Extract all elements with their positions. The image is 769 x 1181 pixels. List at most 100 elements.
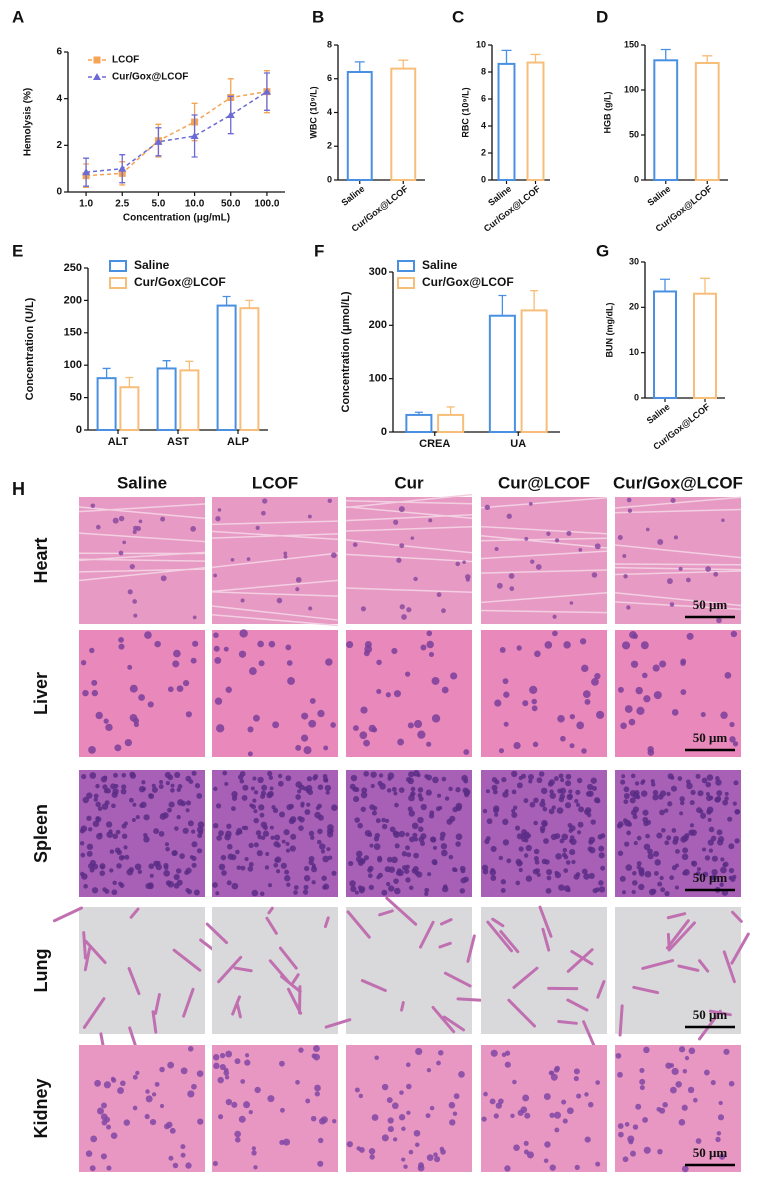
tissue-texture xyxy=(110,783,117,790)
tissue-texture xyxy=(626,605,631,610)
tissue-texture xyxy=(363,855,370,861)
error-bar xyxy=(700,277,710,294)
tissue-texture xyxy=(524,536,529,541)
tissue-texture xyxy=(215,724,225,733)
tissue-texture xyxy=(105,821,113,828)
tissue-texture xyxy=(721,518,725,522)
tissue-texture xyxy=(314,811,321,819)
tissue-texture xyxy=(574,1164,580,1170)
tissue-texture xyxy=(80,660,87,666)
tissue-texture xyxy=(728,1080,735,1087)
tissue-texture xyxy=(95,816,101,821)
tissue-texture xyxy=(671,1067,679,1076)
tissue-texture xyxy=(354,786,360,793)
tissue-texture xyxy=(640,780,645,785)
tissue-image xyxy=(481,1045,607,1172)
tissue-texture xyxy=(127,589,133,595)
tissue-texture xyxy=(86,792,93,799)
tissue-texture xyxy=(681,853,689,861)
tissue-texture xyxy=(272,721,280,729)
tissue-texture xyxy=(481,1116,487,1122)
tissue-texture xyxy=(501,776,507,783)
tissue-texture xyxy=(584,1136,591,1143)
tissue-texture xyxy=(706,806,714,814)
tissue-texture xyxy=(529,801,536,808)
bar xyxy=(497,62,516,181)
tissue-texture xyxy=(159,780,164,784)
tissue-texture xyxy=(165,846,170,852)
tissue-texture xyxy=(455,787,461,793)
tissue-texture xyxy=(193,889,200,896)
tissue-texture xyxy=(566,888,571,893)
tissue-texture xyxy=(295,794,302,800)
bar xyxy=(520,309,548,433)
tissue-texture xyxy=(556,807,564,814)
scale-bar-label: 50 μm xyxy=(693,870,728,885)
tissue-texture xyxy=(180,1152,186,1158)
tissue-texture xyxy=(408,885,414,891)
tissue-texture xyxy=(446,818,453,825)
tissue-texture xyxy=(175,868,182,874)
tissue-texture xyxy=(350,774,358,782)
tissue-texture xyxy=(586,783,594,791)
tissue-texture xyxy=(623,799,629,805)
x-axis-label: Concentration (μg/mL) xyxy=(123,213,230,224)
tissue-texture xyxy=(730,876,736,882)
y-tick-label: 0 xyxy=(381,426,387,438)
tissue-texture xyxy=(167,880,175,888)
tissue-texture xyxy=(566,530,572,536)
tissue-texture xyxy=(549,789,554,794)
tissue-texture xyxy=(621,774,626,779)
tissue-texture xyxy=(652,664,660,672)
tissue-texture xyxy=(670,785,678,792)
tissue-texture xyxy=(398,787,405,793)
tissue-texture xyxy=(641,790,648,797)
tissue-texture xyxy=(690,789,696,796)
tissue-texture xyxy=(634,781,640,786)
tissue-texture xyxy=(669,875,675,881)
tissue-texture xyxy=(215,516,221,522)
tissue-texture xyxy=(598,886,606,893)
tissue-texture xyxy=(504,1061,511,1068)
tissue-texture xyxy=(511,808,516,813)
tissue-texture xyxy=(523,853,529,858)
legend-label: Cur/Gox@LCOF xyxy=(112,72,188,83)
tissue-texture xyxy=(160,575,167,582)
tissue-texture xyxy=(308,830,315,837)
tissue-texture xyxy=(614,496,742,610)
tissue-texture xyxy=(462,787,469,794)
error-bar xyxy=(398,59,409,69)
tissue-texture xyxy=(94,1079,101,1087)
tissue-texture xyxy=(369,1154,375,1160)
tissue-texture xyxy=(500,887,506,893)
tissue-texture xyxy=(705,791,710,797)
tissue-texture xyxy=(724,796,729,801)
tissue-texture xyxy=(481,864,489,871)
tissue-texture xyxy=(682,847,689,854)
tissue-texture xyxy=(240,1079,246,1084)
tissue-texture xyxy=(176,685,184,693)
tissue-texture xyxy=(378,773,384,778)
tissue-texture xyxy=(424,774,429,779)
tissue-texture xyxy=(510,1113,515,1119)
tissue-texture xyxy=(323,745,329,751)
row-label: Lung xyxy=(31,949,51,993)
tissue-texture xyxy=(145,1095,153,1103)
tissue-texture xyxy=(137,869,143,875)
tissue-texture xyxy=(265,851,270,857)
tissue-texture xyxy=(540,828,545,834)
row-label: Heart xyxy=(31,537,51,583)
tissue-texture xyxy=(167,774,174,781)
tissue-texture xyxy=(260,835,266,841)
tissue-texture xyxy=(543,1158,549,1163)
tissue-texture xyxy=(221,870,227,876)
tissue-texture xyxy=(149,873,154,878)
tissue-texture xyxy=(185,888,190,893)
y-tick-label: 30 xyxy=(629,256,639,266)
tissue-texture xyxy=(92,820,100,828)
tissue-texture xyxy=(112,880,117,886)
tissue-texture xyxy=(112,517,119,524)
tissue-texture xyxy=(664,808,669,813)
tissue-texture xyxy=(132,529,137,534)
